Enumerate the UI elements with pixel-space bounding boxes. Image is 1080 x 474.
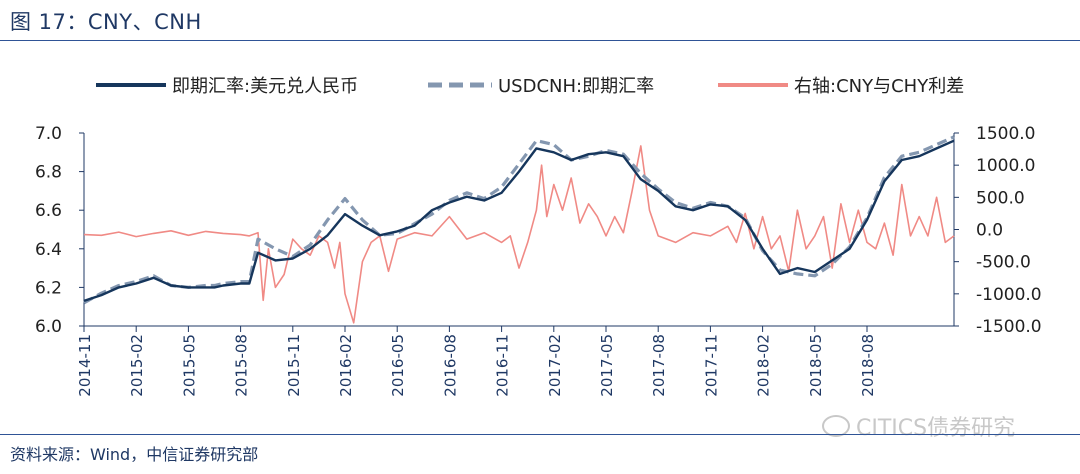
plot-area <box>83 135 955 324</box>
y-right-tick-label: 1500.0 <box>976 124 1035 144</box>
y-right-tick-label: 500.0 <box>976 188 1025 208</box>
watermark: CITICS债券研究 <box>822 410 1015 442</box>
x-tick-label: 2014-11 <box>76 334 94 397</box>
wechat-icon <box>822 415 850 437</box>
source-note: 资料来源：Wind，中信证券研究部 <box>10 445 259 464</box>
x-tick-label: 2017-11 <box>702 334 720 397</box>
series-line-2 <box>83 145 955 324</box>
y-left-tick-label: 6.4 <box>35 240 62 260</box>
legend-label-1: USDCNH:即期汇率 <box>498 76 654 97</box>
title-divider <box>0 40 1080 41</box>
x-tick-label: 2018-08 <box>859 334 877 397</box>
y-left-tick-label: 6.8 <box>35 163 62 183</box>
y-left-tick-label: 7.0 <box>35 124 62 144</box>
x-tick-label: 2018-02 <box>755 334 773 397</box>
line-chart: 即期汇率:美元兑人民币 USDCNH:即期汇率 右轴:CNY与CHY利差 6.06.… <box>35 76 1042 397</box>
chart-axes: 6.0 6.2 6.4 6.6 6.8 7.0 -1500.0 -1000.0 -500.0 0.… <box>35 124 1042 397</box>
figure-title: 图 17：CNY、CNH <box>10 10 202 34</box>
x-tick-label: 2018-05 <box>807 334 825 397</box>
x-tick-label: 2015-05 <box>180 334 198 397</box>
x-tick-label: 2017-05 <box>598 334 616 397</box>
x-tick-label: 2015-02 <box>128 334 146 397</box>
x-tick-label: 2016-08 <box>441 334 459 397</box>
y-right-tick-label: -1000.0 <box>976 285 1042 305</box>
y-right-tick-label: -500.0 <box>976 253 1031 273</box>
y-left-tick-label: 6.2 <box>35 278 62 298</box>
x-tick-label: 2016-02 <box>337 334 355 397</box>
x-tick-label: 2016-11 <box>494 334 512 397</box>
y-left-tick-label: 6.0 <box>35 317 62 337</box>
x-tick-label: 2017-08 <box>650 334 668 397</box>
legend-label-0: 即期汇率:美元兑人民币 <box>172 76 358 97</box>
legend-label-2: 右轴:CNY与CHY利差 <box>794 76 964 97</box>
y-right-tick-label: -1500.0 <box>976 317 1042 337</box>
series-line-1 <box>83 135 955 305</box>
x-tick-label: 2016-05 <box>389 334 407 397</box>
x-tick-label: 2017-02 <box>546 334 564 397</box>
watermark-text: CITICS债券研究 <box>856 416 1016 441</box>
y-right-tick-label: 1000.0 <box>976 156 1035 176</box>
series-line-0 <box>83 139 955 303</box>
y-right-tick-label: 0.0 <box>976 221 1003 241</box>
x-tick-label: 2015-11 <box>285 334 303 397</box>
chart-legend: 即期汇率:美元兑人民币 USDCNH:即期汇率 右轴:CNY与CHY利差 <box>96 76 964 97</box>
y-left-tick-label: 6.6 <box>35 201 62 221</box>
source-divider <box>0 434 1080 435</box>
x-tick-label: 2015-08 <box>233 334 251 397</box>
